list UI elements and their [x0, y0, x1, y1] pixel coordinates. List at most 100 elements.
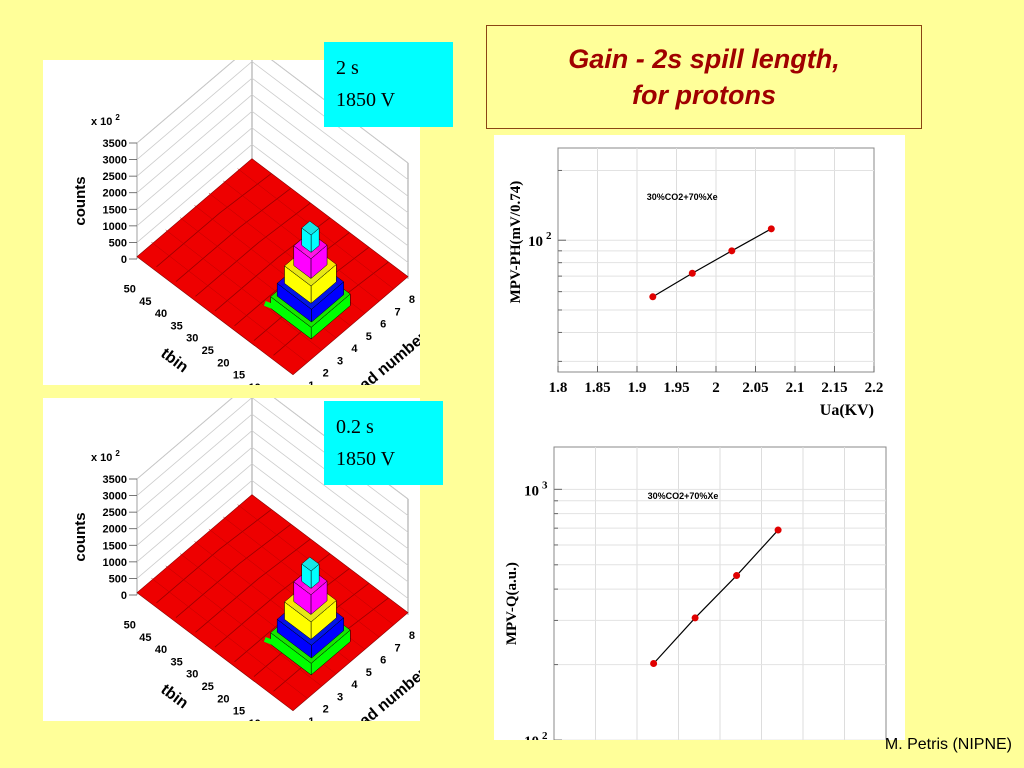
- data-point: [728, 247, 736, 255]
- pad-tick-label: 8: [409, 630, 415, 642]
- wall-grid-line: [136, 144, 253, 243]
- wall-grid-line: [251, 110, 409, 230]
- label-box-0.2s: 0.2 s 1850 V: [324, 401, 443, 485]
- wall-grid-line: [136, 110, 253, 210]
- pad-tick-label: 1: [308, 380, 314, 385]
- wall-grid-line: [136, 77, 253, 177]
- z-tick-label: 500: [109, 237, 127, 249]
- surface-ridge: [175, 187, 292, 282]
- tbin-tick-label: 25: [202, 681, 214, 693]
- surface-ridge: [156, 509, 272, 604]
- author-credit: M. Petris (NIPNE): [884, 736, 1012, 753]
- peak-tail: [263, 637, 279, 647]
- frame-edge: [136, 380, 253, 480]
- slide-title: Gain - 2s spill length, for protons: [486, 25, 922, 129]
- tbin-tick-label: 30: [186, 333, 198, 345]
- z-axis-label: counts: [72, 176, 89, 225]
- wall-grid-line: [251, 446, 409, 566]
- data-point: [733, 572, 741, 580]
- pad-tick-label: 2: [323, 704, 329, 716]
- pad-tick-label: 4: [351, 343, 358, 355]
- z-tick-label: 1000: [103, 557, 127, 569]
- z-tick-label: 3000: [103, 155, 127, 167]
- pad-axis-label: pad number: [349, 665, 420, 721]
- wall-grid-line: [136, 397, 253, 496]
- slide-title-line2: for protons: [632, 80, 776, 110]
- tbin-tick-label: 15: [233, 706, 245, 718]
- fit-line: [652, 228, 772, 298]
- data-point: [650, 660, 658, 668]
- tbin-tick-label: 20: [217, 357, 229, 369]
- x-tick-label: 1.9: [628, 380, 647, 396]
- lego-plot-0.2s: 3500 3000 2500 2000 1500 1000 500 0 x 10 2 counts 5…: [43, 380, 430, 742]
- z-tick-label: 2000: [103, 188, 127, 200]
- tbin-tick-label: 50: [124, 620, 136, 632]
- pad-tick-label: 3: [337, 355, 343, 367]
- label-spill: 0.2 s: [336, 416, 374, 438]
- gas-mixture-annotation: 30%CO2+70%Xe: [647, 192, 718, 202]
- tbin-tick-label: 35: [170, 656, 182, 668]
- wall-grid-line: [136, 44, 253, 144]
- peak-level-top: [301, 220, 320, 236]
- pad-tick-label: 5: [366, 331, 372, 343]
- gas-mixture-annotation: 30%CO2+70%Xe: [648, 491, 719, 501]
- z-axis-label: counts: [72, 512, 89, 561]
- z-multiplier: x 10 2: [91, 113, 120, 128]
- slide-title-line1: Gain - 2s spill length,: [568, 44, 840, 74]
- z-tick-label: 2500: [103, 171, 127, 183]
- z-tick-label: 1500: [103, 204, 127, 216]
- surface-ridge: [195, 202, 311, 297]
- wall-grid-line: [136, 430, 253, 530]
- pad-tick-label: 7: [394, 642, 400, 654]
- pad-tick-label: 6: [380, 655, 386, 667]
- pad-tick-label: 6: [380, 319, 386, 331]
- tbin-tick-label: 10: [248, 382, 260, 385]
- wall-grid-line: [251, 480, 409, 599]
- data-point: [691, 614, 699, 622]
- wall-grid-line: [251, 144, 409, 263]
- mpv-q-chart: 1.81.851.91.9522.052.12.152.2103102Ua(KV…: [504, 446, 887, 740]
- surface-ridge: [156, 173, 272, 268]
- pad-axis-label: pad number: [349, 329, 420, 385]
- z-tick-label: 500: [109, 573, 127, 585]
- lego-surface: [136, 494, 409, 712]
- x-tick-label: 1.8: [549, 380, 568, 396]
- z-multiplier-exponent: 2: [115, 113, 120, 122]
- z-tick-label: 0: [121, 254, 127, 266]
- pad-tick-label: 1: [308, 716, 314, 721]
- surface-ridge: [165, 565, 322, 687]
- tbin-tick-label: 20: [217, 693, 229, 705]
- pad-tick-label: 3: [337, 691, 343, 703]
- wall-grid-line: [136, 480, 253, 579]
- z-tick-label: 2500: [103, 507, 127, 519]
- x-axis-label: Ua(KV): [820, 402, 874, 419]
- y-tick-base: 10: [524, 483, 539, 499]
- x-tick-label: 1.85: [584, 380, 610, 396]
- pad-tick-label: 8: [409, 294, 415, 306]
- z-tick-label: 0: [121, 590, 127, 602]
- wall-grid-line: [136, 61, 253, 160]
- wall-grid-line: [251, 94, 409, 214]
- z-multiplier-base: x 10: [91, 452, 112, 464]
- y-tick-base: 10: [524, 734, 539, 740]
- z-multiplier-exponent: 2: [115, 449, 120, 458]
- y-tick-exponent: 2: [542, 730, 548, 740]
- x-tick-label: 2.2: [865, 380, 884, 396]
- tbin-tick-label: 25: [202, 345, 214, 357]
- pad-tick-label: 2: [323, 368, 329, 380]
- y-tick-exponent: 3: [542, 479, 548, 491]
- y-tick-exponent: 2: [546, 230, 552, 242]
- pad-tick-label: 7: [394, 306, 400, 318]
- label-spill: 2 s: [336, 57, 359, 79]
- wall-grid-line: [136, 446, 253, 546]
- x-tick-label: 2.05: [742, 380, 768, 396]
- tbin-tick-label: 10: [248, 718, 260, 721]
- tbin-tick-label: 40: [155, 308, 167, 320]
- surface-ridge: [165, 229, 322, 351]
- y-tick-base: 10: [528, 234, 543, 250]
- tbin-tick-label: 15: [233, 370, 245, 382]
- z-tick-label: 1000: [103, 221, 127, 233]
- tbin-tick-label: 30: [186, 669, 198, 681]
- tbin-tick-label: 45: [139, 632, 151, 644]
